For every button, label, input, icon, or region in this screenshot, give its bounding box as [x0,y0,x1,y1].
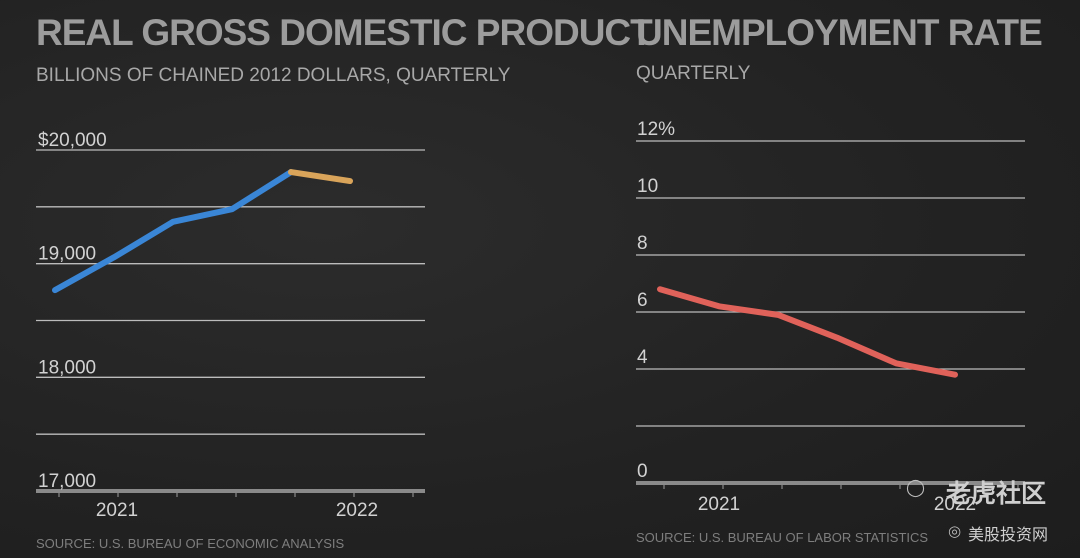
watermark-line2: 美股投资网 [968,525,1049,544]
unemployment-chart-title: UNEMPLOYMENT RATE [636,12,1043,53]
unemployment-x-tick-label: 2021 [698,494,740,515]
gdp-chart-subtitle: BILLIONS OF CHAINED 2012 DOLLARS, QUARTE… [36,65,511,86]
gdp-plot-area: 17,000 18,000 19,000 $20,000 2021 2022 [36,130,425,521]
gdp-series-line-0 [52,169,294,294]
unemployment-y-tick-label: 0 [637,461,648,482]
watermark-wechat-icon: ◎ [948,522,962,540]
watermark-line1: 老虎社区 [946,479,1047,508]
unemployment-chart-subtitle: QUARTERLY [636,63,751,84]
unemployment-y-tick-label: 10 [637,176,658,197]
gdp-x-tick-label: 2021 [96,500,138,521]
gdp-y-tick-label: 19,000 [38,244,96,265]
unemployment-y-tick-label: 4 [637,347,648,368]
gdp-x-tick-label: 2022 [336,500,378,521]
unemployment-y-tick-label: 8 [637,233,648,254]
unemployment-plot-area: 0 4 6 8 10 12% 2021 2022 [636,119,1025,515]
gdp-y-tick-label: $20,000 [38,130,107,151]
gdp-series-line-1 [288,169,353,185]
unemployment-chart-source: SOURCE: U.S. BUREAU OF LABOR STATISTICS [636,530,929,545]
unemployment-series-line-0 [657,286,958,378]
unemployment-y-tick-label: 6 [637,290,648,311]
unemployment-y-tick-label: 12% [637,119,675,140]
watermark-tiger-icon: ◯ [906,478,926,498]
gdp-chart-title: REAL GROSS DOMESTIC PRODUCT [36,12,653,53]
gdp-y-tick-label: 17,000 [38,471,96,492]
gdp-y-tick-label: 18,000 [38,357,96,378]
gdp-chart-source: SOURCE: U.S. BUREAU OF ECONOMIC ANALYSIS [36,536,345,551]
unemployment-x-tick-label: 2022 [934,494,976,515]
